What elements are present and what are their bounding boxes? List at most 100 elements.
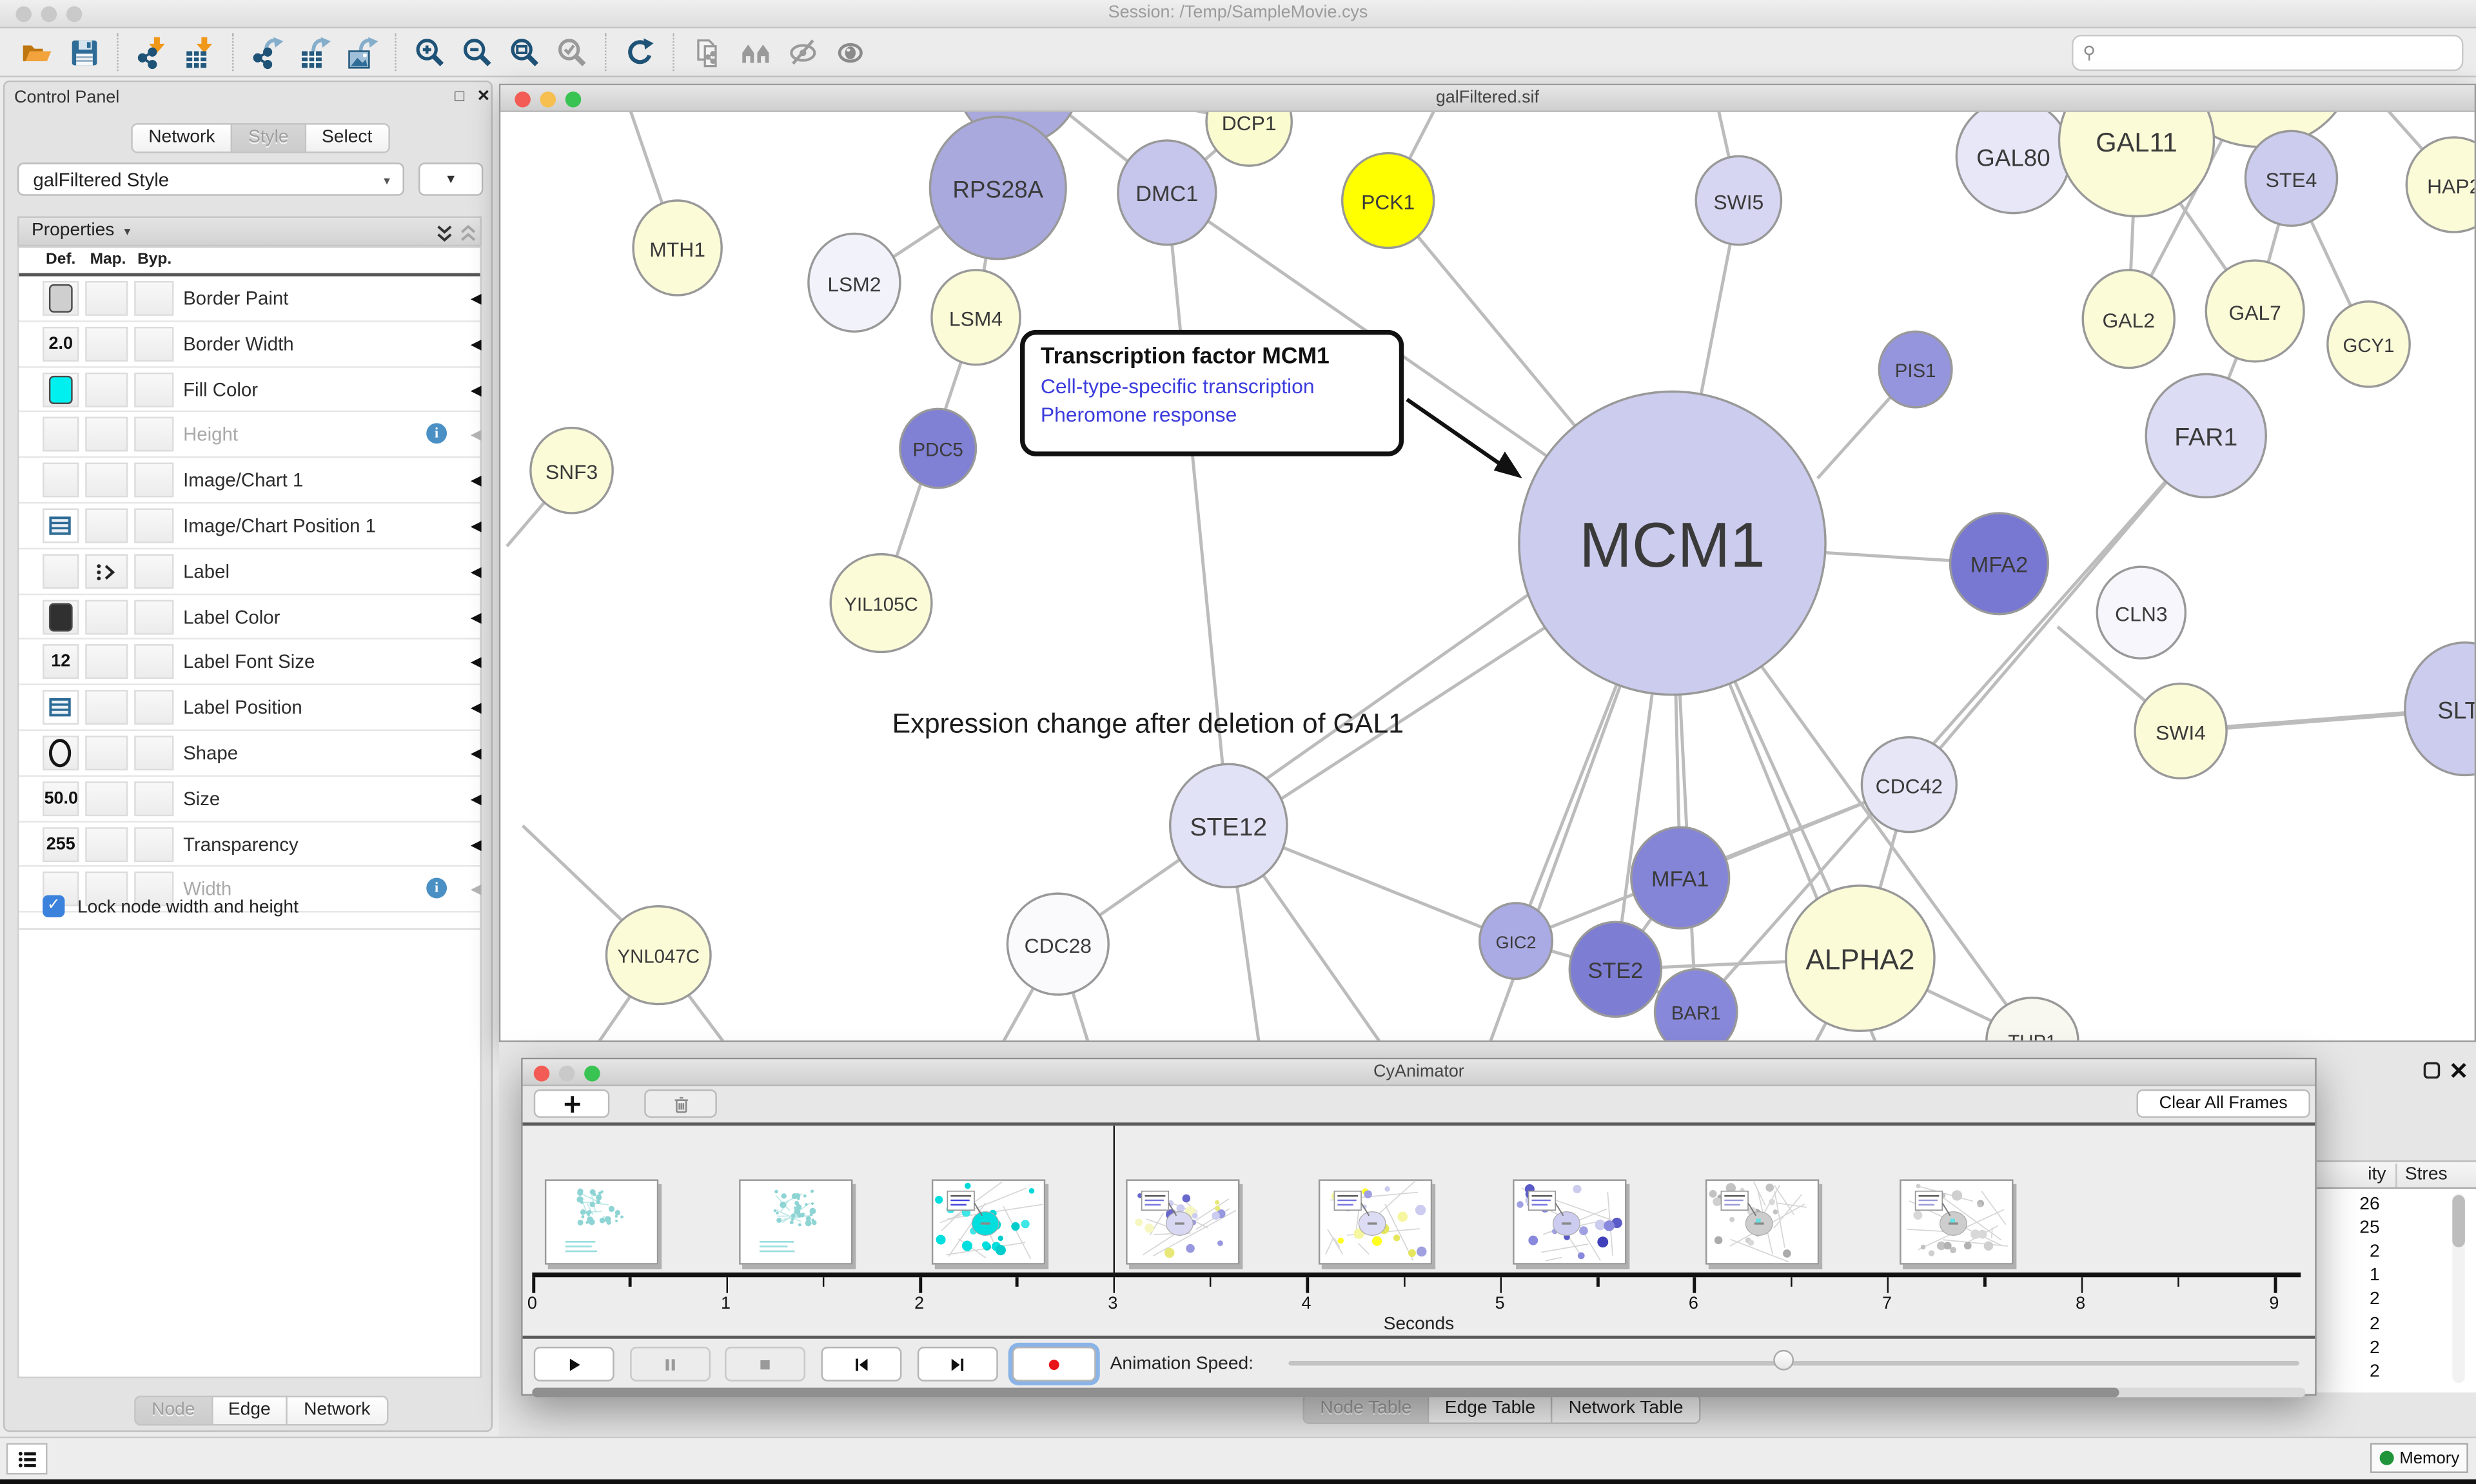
- column-header[interactable]: Stres: [2404, 1165, 2448, 1184]
- export-network-icon[interactable]: [243, 28, 290, 75]
- tab-network[interactable]: Network: [131, 123, 233, 153]
- color-swatch[interactable]: [48, 284, 73, 313]
- zoom-window-icon[interactable]: [565, 90, 582, 107]
- map-cell[interactable]: [85, 326, 128, 362]
- byp-cell[interactable]: [134, 645, 174, 679]
- expand-property-icon[interactable]: ◀: [470, 427, 482, 443]
- node-STE2[interactable]: STE2: [1568, 921, 1663, 1018]
- tab-style[interactable]: Style: [232, 123, 306, 153]
- map-cell[interactable]: [85, 417, 128, 453]
- frame-thumbnail-7[interactable]: [1900, 1179, 2014, 1265]
- close-window-icon[interactable]: [533, 1064, 550, 1081]
- byp-cell[interactable]: [134, 736, 174, 771]
- search-field[interactable]: ⚲: [2072, 34, 2464, 72]
- node-CDC28[interactable]: CDC28: [1006, 892, 1110, 996]
- map-cell[interactable]: [85, 645, 128, 679]
- def-cell[interactable]: 50.0: [43, 781, 79, 816]
- property-row-shape[interactable]: Shape ◀: [19, 731, 482, 777]
- zoom-selected-icon[interactable]: [548, 28, 595, 75]
- stop-button[interactable]: [725, 1346, 805, 1381]
- node-CDC42[interactable]: CDC42: [1860, 736, 1958, 834]
- minimize-window-icon[interactable]: [558, 1064, 575, 1081]
- node-SLT2[interactable]: SLT2: [2404, 641, 2475, 777]
- property-row-transparency[interactable]: 255 Transparency ◀: [19, 822, 482, 868]
- column-header[interactable]: ity: [2368, 1165, 2386, 1184]
- node-PCK1[interactable]: PCK1: [1341, 151, 1435, 249]
- byp-cell[interactable]: [134, 690, 174, 725]
- node-HAP2[interactable]: HAP2: [2405, 136, 2475, 233]
- def-cell[interactable]: 255: [43, 826, 79, 862]
- clone-network-icon[interactable]: [683, 28, 731, 75]
- skip-to-end-button[interactable]: [917, 1346, 998, 1381]
- float-panel-icon[interactable]: □: [455, 88, 465, 106]
- property-row-fill-color[interactable]: Fill Color ◀: [19, 367, 482, 413]
- byp-cell[interactable]: [134, 508, 174, 543]
- property-row-label-position[interactable]: Label Position ◀: [19, 685, 482, 731]
- lock-size-row[interactable]: ✓ Lock node width and height: [19, 887, 480, 930]
- tab-select[interactable]: Select: [306, 123, 390, 153]
- property-row-image-chart-position-1[interactable]: Image/Chart Position 1 ◀: [19, 503, 482, 549]
- node-LSM4[interactable]: LSM4: [930, 269, 1021, 366]
- def-cell[interactable]: [43, 554, 79, 589]
- map-cell[interactable]: [85, 508, 128, 543]
- network-window-titlebar[interactable]: galFiltered.sif: [500, 85, 2475, 112]
- expand-property-icon[interactable]: ◀: [470, 835, 482, 852]
- node-STE12[interactable]: STE12: [1168, 763, 1288, 889]
- def-cell[interactable]: [43, 371, 79, 407]
- map-cell[interactable]: [85, 463, 128, 498]
- def-cell[interactable]: [43, 599, 79, 634]
- annotation-link[interactable]: Pheromone response: [1040, 402, 1237, 427]
- show-all-icon[interactable]: [826, 28, 873, 75]
- slider-thumb[interactable]: [1773, 1349, 1794, 1371]
- frame-thumbnail-0[interactable]: [544, 1179, 659, 1265]
- frame-thumbnail-6[interactable]: [1705, 1179, 1820, 1265]
- play-button[interactable]: [533, 1346, 614, 1381]
- expand-property-icon[interactable]: ◀: [470, 472, 482, 489]
- property-row-label[interactable]: Label ◀: [19, 549, 482, 595]
- node-PIS1[interactable]: PIS1: [1878, 330, 1953, 409]
- byp-cell[interactable]: [134, 826, 174, 862]
- expand-property-icon[interactable]: ◀: [470, 336, 482, 352]
- property-row-label-font-size[interactable]: 12 Label Font Size ◀: [19, 640, 482, 686]
- byp-cell[interactable]: [134, 554, 174, 589]
- properties-header[interactable]: Properties ▾: [17, 216, 482, 247]
- property-row-label-color[interactable]: Label Color ◀: [19, 594, 482, 640]
- node-DMC1[interactable]: DMC1: [1117, 139, 1217, 246]
- delete-frame-button[interactable]: [644, 1089, 717, 1118]
- close-panel-icon[interactable]: [2449, 1061, 2468, 1080]
- node-FAR1[interactable]: FAR1: [2145, 373, 2268, 499]
- skip-to-start-button[interactable]: [821, 1346, 902, 1381]
- minimize-window-icon[interactable]: [41, 5, 57, 22]
- node-MCM1[interactable]: MCM1: [1518, 390, 1827, 696]
- property-row-image-chart-1[interactable]: Image/Chart 1 ◀: [19, 458, 482, 504]
- node-LSM2[interactable]: LSM2: [807, 232, 901, 333]
- property-row-height[interactable]: Height i ◀: [19, 413, 482, 458]
- property-row-size[interactable]: 50.0 Size ◀: [19, 776, 482, 822]
- network-canvas[interactable]: DCP1 RPS28A DMC1 PCK1 SWI5 GAL80 GAL11 STE4 HAP2…: [500, 112, 2475, 1040]
- expand-property-icon[interactable]: ◀: [470, 654, 482, 670]
- zoom-fit-icon[interactable]: [500, 28, 547, 75]
- tab-edge[interactable]: Edge: [212, 1395, 288, 1426]
- byp-cell[interactable]: [134, 599, 174, 634]
- hide-selected-icon[interactable]: [778, 28, 825, 75]
- color-swatch[interactable]: [48, 602, 73, 631]
- byp-cell[interactable]: [134, 872, 174, 907]
- node-TUP1[interactable]: TUP1: [1985, 997, 2079, 1040]
- import-network-icon[interactable]: [128, 28, 175, 75]
- table-scrollbar[interactable]: [2452, 1193, 2465, 1383]
- byp-cell[interactable]: [134, 280, 174, 316]
- info-icon[interactable]: i: [426, 424, 447, 445]
- node-GCY1[interactable]: GCY1: [2326, 300, 2411, 388]
- annotation-callout[interactable]: Transcription factor MCM1 Cell-type-spec…: [1020, 329, 1404, 456]
- float-panel-icon[interactable]: [2422, 1061, 2441, 1080]
- map-cell[interactable]: [85, 554, 128, 589]
- checkbox-checked-icon[interactable]: ✓: [43, 895, 65, 917]
- node-ALPHA2[interactable]: ALPHA2: [1785, 884, 1936, 1032]
- style-options-button[interactable]: ▼: [418, 162, 484, 196]
- column-divider[interactable]: [2395, 1163, 2397, 1187]
- zoom-window-icon[interactable]: [66, 5, 83, 22]
- node-BAR1[interactable]: BAR1: [1653, 968, 1738, 1040]
- map-cell[interactable]: [85, 872, 128, 907]
- collapse-all-icon[interactable]: [460, 224, 477, 243]
- expand-property-icon[interactable]: ◀: [470, 881, 482, 897]
